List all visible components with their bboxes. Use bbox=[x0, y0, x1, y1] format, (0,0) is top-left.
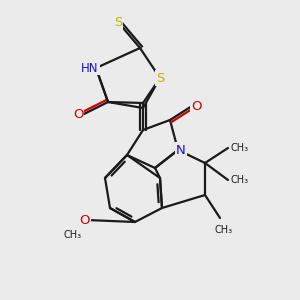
Text: N: N bbox=[176, 143, 186, 157]
Text: CH₃: CH₃ bbox=[215, 225, 233, 235]
Text: O: O bbox=[80, 214, 90, 226]
Text: S: S bbox=[114, 16, 122, 28]
Text: O: O bbox=[73, 109, 83, 122]
Text: O: O bbox=[191, 100, 201, 112]
Text: HN: HN bbox=[81, 61, 99, 74]
Text: S: S bbox=[156, 71, 164, 85]
Text: CH₃: CH₃ bbox=[231, 175, 249, 185]
Text: CH₃: CH₃ bbox=[64, 230, 82, 240]
Text: CH₃: CH₃ bbox=[231, 143, 249, 153]
